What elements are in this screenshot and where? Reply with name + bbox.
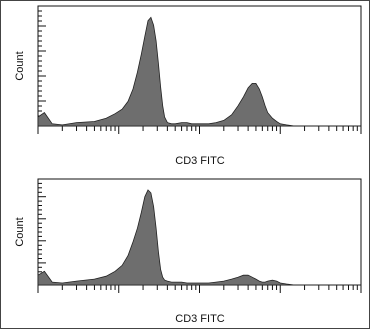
tick-marks-1 xyxy=(37,5,362,134)
tick-marks-2 xyxy=(37,178,362,293)
series-marks-1 xyxy=(37,16,361,127)
series-marks-2 xyxy=(37,189,361,286)
histogram-panel-2: Count CD3 FITC xyxy=(14,178,362,325)
histogram-area-2 xyxy=(37,189,361,286)
histogram-area-1 xyxy=(37,16,361,127)
x-axis-label-1: CD3 FITC xyxy=(175,155,225,167)
plot-area-2 xyxy=(37,178,362,286)
y-axis-label-1: Count xyxy=(14,51,26,80)
x-axis-label-2: CD3 FITC xyxy=(175,313,225,325)
plot-area-1 xyxy=(37,5,362,127)
y-axis-label-2: Count xyxy=(14,217,26,246)
histogram-panel-1: Count CD3 FITC xyxy=(14,5,362,167)
